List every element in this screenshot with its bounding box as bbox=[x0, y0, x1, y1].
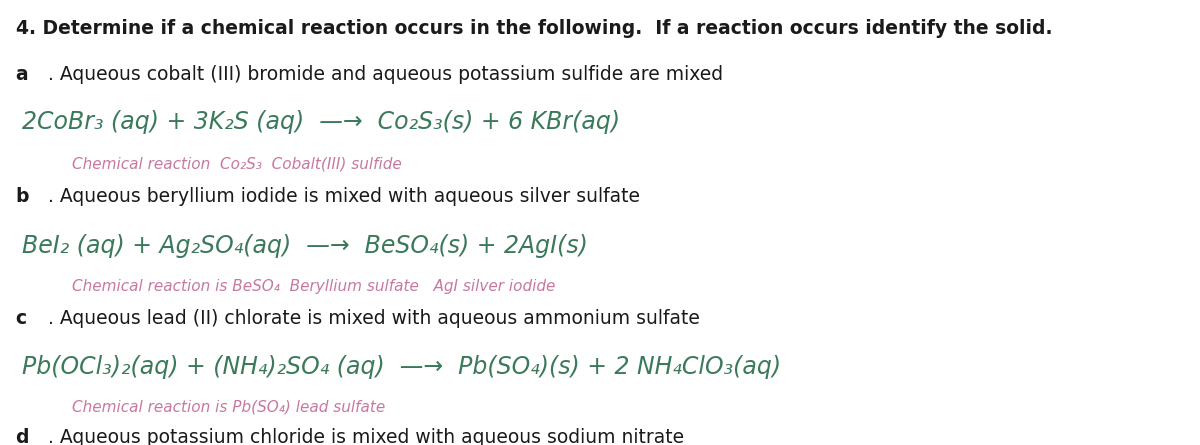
Text: Pb(OCl₃)₂(aq) + (NH₄)₂SO₄ (aq)  —→  Pb(SO₄)(s) + 2 NH₄ClO₃(aq): Pb(OCl₃)₂(aq) + (NH₄)₂SO₄ (aq) —→ Pb(SO₄… bbox=[22, 355, 781, 379]
Text: . Aqueous potassium chloride is mixed with aqueous sodium nitrate: . Aqueous potassium chloride is mixed wi… bbox=[48, 428, 684, 445]
Text: . Aqueous cobalt (III) bromide and aqueous potassium sulfide are mixed: . Aqueous cobalt (III) bromide and aqueo… bbox=[48, 65, 724, 84]
Text: BeI₂ (aq) + Ag₂SO₄(aq)  —→  BeSO₄(s) + 2AgI(s): BeI₂ (aq) + Ag₂SO₄(aq) —→ BeSO₄(s) + 2Ag… bbox=[22, 234, 588, 258]
Text: Chemical reaction is Pb(SO₄) lead sulfate: Chemical reaction is Pb(SO₄) lead sulfat… bbox=[72, 400, 385, 415]
Text: Chemical reaction  Co₂S₃  Cobalt(III) sulfide: Chemical reaction Co₂S₃ Cobalt(III) sulf… bbox=[72, 157, 402, 172]
Text: c: c bbox=[16, 309, 26, 328]
Text: b: b bbox=[16, 187, 29, 206]
Text: Chemical reaction is BeSO₄  Beryllium sulfate   AgI silver iodide: Chemical reaction is BeSO₄ Beryllium sul… bbox=[72, 279, 556, 295]
Text: a: a bbox=[16, 65, 29, 84]
Text: 4. Determine if a chemical reaction occurs in the following.  If a reaction occu: 4. Determine if a chemical reaction occu… bbox=[16, 19, 1052, 38]
Text: . Aqueous lead (II) chlorate is mixed with aqueous ammonium sulfate: . Aqueous lead (II) chlorate is mixed wi… bbox=[48, 309, 700, 328]
Text: d: d bbox=[16, 428, 29, 445]
Text: 2CoBr₃ (aq) + 3K₂S (aq)  —→  Co₂S₃(s) + 6 KBr(aq): 2CoBr₃ (aq) + 3K₂S (aq) —→ Co₂S₃(s) + 6 … bbox=[22, 110, 619, 134]
Text: . Aqueous beryllium iodide is mixed with aqueous silver sulfate: . Aqueous beryllium iodide is mixed with… bbox=[48, 187, 640, 206]
